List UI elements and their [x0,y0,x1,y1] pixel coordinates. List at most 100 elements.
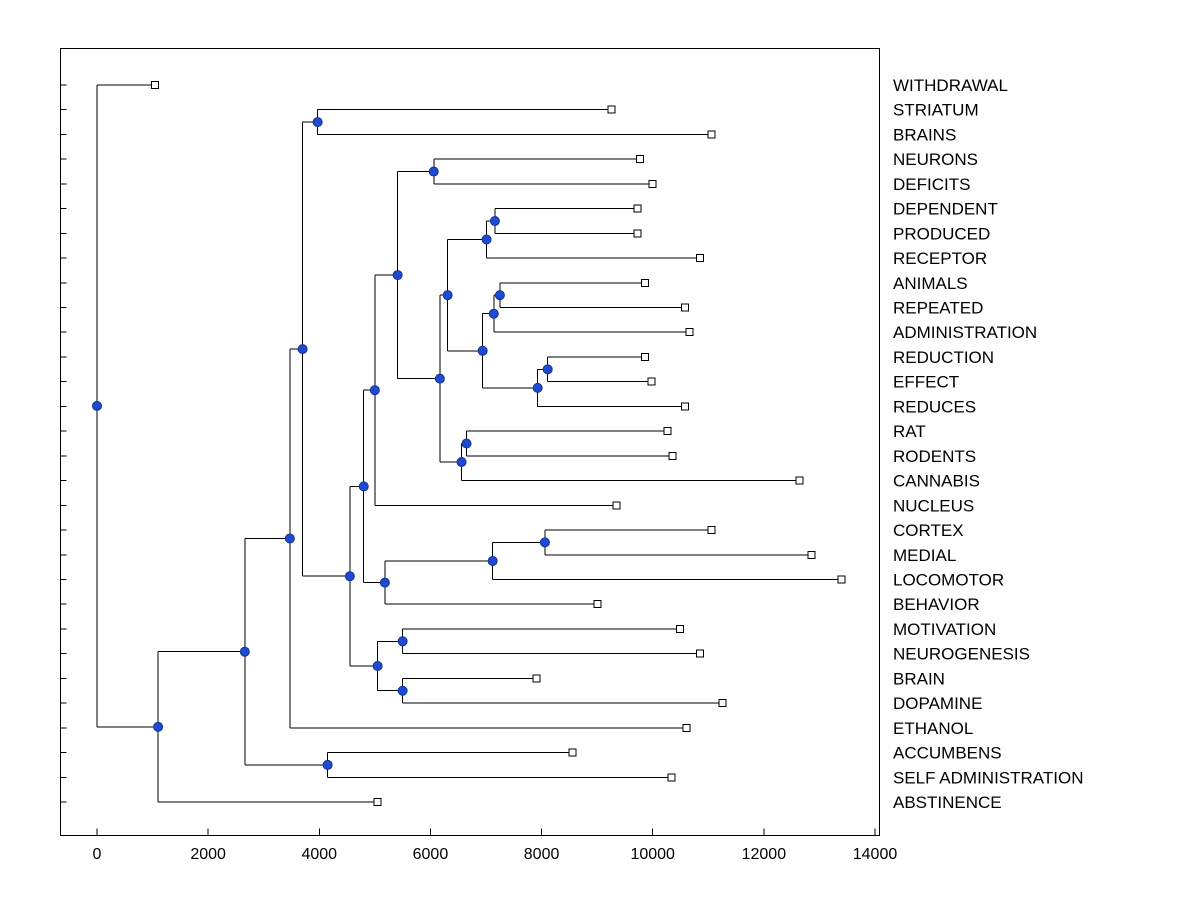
leaf-marker [668,451,677,460]
leaf-label-animals: ANIMALS [893,274,968,293]
x-tick-label: 2000 [190,846,226,863]
leaf-marker [640,278,649,287]
leaf-label-motivation: MOTIVATION [893,620,996,639]
x-tick-label: 0 [93,846,102,863]
branch-node-marker [532,382,543,393]
branch-node-marker [379,577,390,588]
leaf-label-reduces: REDUCES [893,397,976,416]
leaf-marker [707,526,716,535]
x-tick-label: 8000 [524,846,560,863]
leaf-label-rodents: RODENTS [893,447,976,466]
leaf-label-behavior: BEHAVIOR [893,595,980,614]
leaf-marker [647,377,656,386]
leaf-marker [675,624,684,633]
branch-node-marker [358,481,369,492]
x-tick-label: 14000 [853,846,898,863]
branch-node-marker [461,438,472,449]
leaf-label-reduction: REDUCTION [893,348,994,367]
leaf-marker [680,303,689,312]
branch-node-marker [284,533,295,544]
branch-node-marker [297,344,308,355]
leaf-label-brain: BRAIN [893,669,945,688]
leaf-marker [807,550,816,559]
leaf-label-effect: EFFECT [893,373,959,392]
leaf-marker [635,155,644,164]
leaf-label-cortex: CORTEX [893,521,964,540]
leaf-label-locomotor: LOCOMOTOR [893,570,1004,589]
leaf-label-ethanol: ETHANOL [893,719,973,738]
leaf-marker [607,105,616,114]
leaf-label-dopamine: DOPAMINE [893,694,982,713]
branch-node-marker [442,290,453,301]
axes [60,48,880,836]
leaf-label-deficits: DEFICITS [893,175,970,194]
leaf-label-cannabis: CANNABIS [893,472,980,491]
leaf-marker [532,674,541,683]
leaf-marker [568,748,577,757]
leaf-label-brains: BRAINS [893,125,956,144]
branch-node-marker [487,555,498,566]
leaf-label-receptor: RECEPTOR [893,249,987,268]
branch-node-marker [494,290,505,301]
leaf-label-neurogenesis: NEUROGENESIS [893,645,1030,664]
leaf-marker [640,352,649,361]
branch-node-marker [344,571,355,582]
branch-node-marker [481,234,492,245]
leaf-marker [680,402,689,411]
leaf-label-dependent: DEPENDENT [893,200,998,219]
leaf-marker [633,204,642,213]
branch-node-marker [542,364,553,375]
branch-node-marker [488,308,499,319]
leaf-marker [633,229,642,238]
leaf-marker [150,81,159,89]
branch-node-marker [239,646,250,657]
leaf-marker [648,179,657,188]
branch-node-marker [477,345,488,356]
axis-box [60,48,880,836]
leaf-label-neurons: NEURONS [893,150,978,169]
branch-node-marker [397,685,408,696]
branch-node-marker [92,400,102,411]
branch-node-marker [322,759,333,770]
x-tick-label: 10000 [630,846,675,863]
leaf-marker [663,427,672,436]
branch-node-marker [397,636,408,647]
leaf-label-nucleus: NUCLEUS [893,496,974,515]
leaf-marker [593,600,602,609]
x-tick-label: 6000 [413,846,449,863]
node-markers [92,81,846,806]
leaf-label-medial: MEDIAL [893,546,956,565]
leaf-marker [718,699,727,708]
x-tick-label: 12000 [742,846,787,863]
x-tick-label: 4000 [301,846,337,863]
leaf-marker [682,723,691,732]
leaf-marker [695,254,704,263]
branch-node-marker [539,537,550,548]
leaf-label-abstinence: ABSTINENCE [893,793,1002,812]
branch-node-marker [369,385,380,396]
leaf-marker [667,773,676,782]
branch-node-marker [372,661,383,672]
leaf-label-repeated: REPEATED [893,299,983,318]
leaf-marker [373,798,382,806]
leaf-label-rat: RAT [893,422,926,441]
branch-node-marker [434,373,445,384]
leaf-label-accumbens: ACCUMBENS [893,744,1002,763]
leaf-label-withdrawal: WITHDRAWAL [893,76,1008,95]
leaf-marker [612,501,621,510]
branch-node-marker [312,117,323,128]
branch-node-marker [153,721,164,732]
dendrogram-branches [96,84,842,803]
leaf-label-self-administration: SELF ADMINISTRATION [893,768,1084,787]
leaf-label-produced: PRODUCED [893,224,990,243]
leaf-marker [695,649,704,658]
branch-node-marker [489,215,500,226]
leaf-label-striatum: STRIATUM [893,101,979,120]
labels: 0 2000 4000 6000 8000 10000 12000 14000 WITHDRAW… [93,76,1084,863]
leaf-marker [707,130,716,139]
branch-node-marker [428,166,439,177]
leaf-marker [685,328,694,337]
leaf-marker [795,476,804,485]
